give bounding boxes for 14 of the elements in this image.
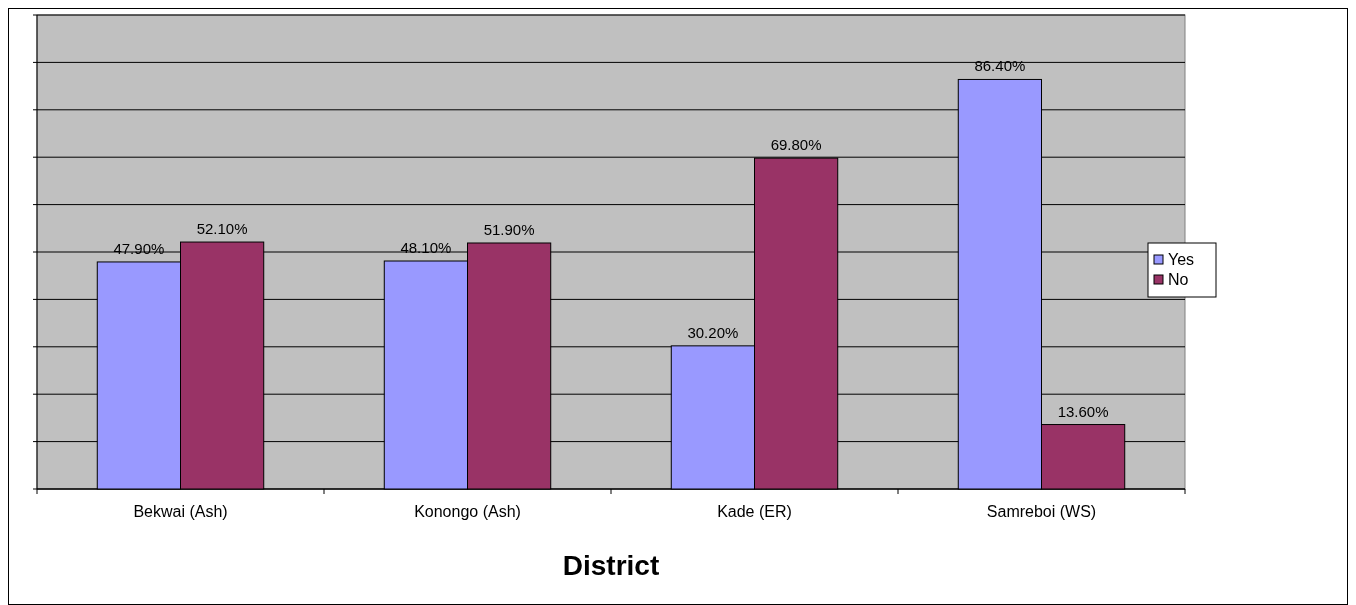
data-label: 51.90% [483,220,535,238]
data-label: 30.20% [687,323,739,341]
x-tick-label: Samreboi (WS) [986,503,1097,520]
legend-label: Yes [1168,251,1195,268]
x-tick-label: Bekwai (Ash) [133,503,228,520]
x-tick-label: Konongo (Ash) [414,503,521,520]
data-label: 47.90% [113,239,165,257]
x-axis-title: District [562,550,660,581]
data-label: 13.60% [1057,402,1109,420]
data-label: 52.10% [196,220,248,238]
x-tick-label: Kade (ER) [717,503,792,520]
data-label: 69.80% [770,136,822,154]
data-label: 48.10% [400,239,452,257]
legend-label: No [1168,271,1189,288]
